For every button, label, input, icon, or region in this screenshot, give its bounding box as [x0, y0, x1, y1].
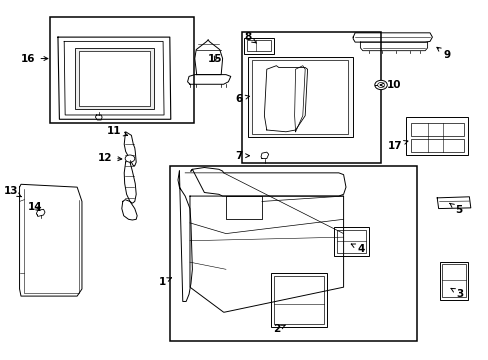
- Bar: [273, 276, 323, 324]
- Bar: [169, 166, 416, 342]
- Text: 1: 1: [159, 277, 171, 287]
- Text: 9: 9: [436, 47, 449, 60]
- Text: 6: 6: [235, 94, 249, 104]
- Bar: [410, 139, 463, 152]
- Text: 13: 13: [3, 186, 21, 197]
- Text: 2: 2: [272, 324, 285, 334]
- Text: 8: 8: [244, 32, 256, 43]
- Bar: [333, 227, 368, 256]
- Bar: [270, 273, 326, 327]
- Bar: [405, 117, 468, 155]
- Circle shape: [377, 82, 384, 87]
- Text: 16: 16: [21, 54, 48, 64]
- Bar: [336, 230, 365, 253]
- Text: 3: 3: [450, 288, 463, 298]
- Text: 5: 5: [449, 203, 461, 215]
- Bar: [252, 60, 347, 134]
- Text: 15: 15: [208, 54, 222, 64]
- Text: 10: 10: [380, 80, 401, 90]
- Text: 12: 12: [98, 153, 122, 163]
- Text: 7: 7: [235, 151, 249, 161]
- Bar: [75, 48, 154, 109]
- Bar: [247, 57, 352, 137]
- Bar: [50, 18, 193, 123]
- Bar: [246, 40, 270, 51]
- Circle shape: [125, 155, 135, 162]
- Bar: [442, 264, 465, 297]
- Text: 11: 11: [107, 126, 127, 136]
- Bar: [243, 38, 273, 54]
- Text: 14: 14: [27, 202, 42, 212]
- Bar: [242, 32, 380, 163]
- Circle shape: [374, 80, 386, 90]
- Bar: [79, 51, 150, 106]
- Bar: [439, 262, 468, 300]
- Text: 17: 17: [387, 140, 407, 151]
- Text: 4: 4: [350, 244, 364, 253]
- Bar: [410, 123, 463, 136]
